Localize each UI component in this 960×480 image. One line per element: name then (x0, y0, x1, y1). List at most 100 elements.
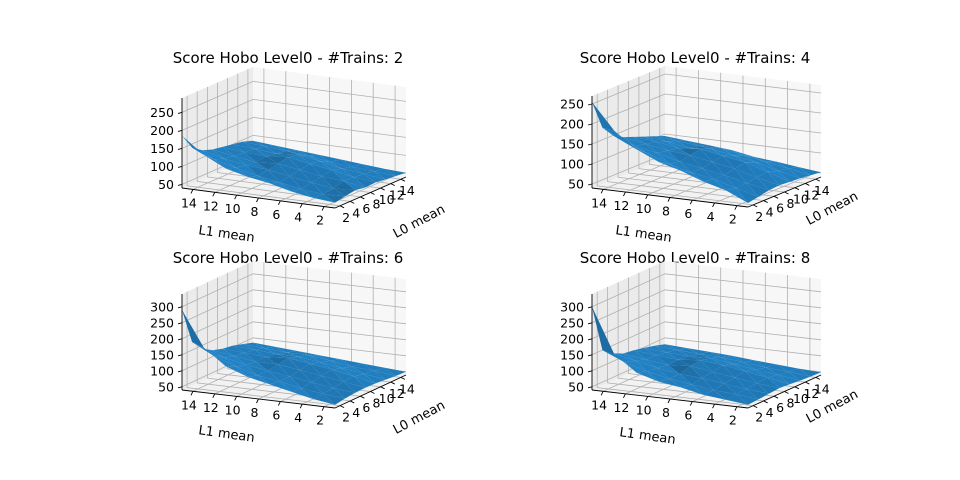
y-tick-mark (763, 400, 768, 404)
surface-facet (733, 362, 756, 370)
y-tick-mark (763, 200, 768, 203)
x-tick-mark (212, 393, 216, 399)
x-axis-label: L1 mean (197, 423, 255, 446)
x-tick-label: 12 (203, 198, 219, 213)
surface-facet (311, 176, 334, 189)
surface-facet (734, 162, 757, 178)
surface-facet (777, 374, 801, 385)
x-axis-label: L1 mean (614, 223, 672, 246)
surface-facet (666, 141, 689, 148)
surface-facet (731, 355, 755, 363)
surface-facet (352, 166, 374, 174)
surface-facet (678, 359, 701, 366)
surface-facet (798, 368, 821, 377)
surface-facet (320, 362, 342, 370)
surface-facet (746, 182, 769, 197)
surface-facet (311, 375, 334, 388)
surface-facet (736, 389, 759, 400)
y-tick-mark (753, 405, 758, 409)
surface-facet (203, 154, 226, 169)
surface-facet (330, 162, 353, 169)
x-tick-mark (234, 194, 238, 200)
surface-facet (669, 161, 692, 173)
surface-facet (656, 141, 679, 151)
surface-facet (623, 353, 646, 361)
surface-facet (353, 376, 376, 388)
x-tick-label: 2 (316, 213, 324, 228)
surface-facet (340, 359, 363, 367)
surface-facet (301, 182, 324, 195)
surface-facet (666, 141, 689, 149)
y-tick-mark (370, 192, 375, 195)
surface-facet (766, 161, 789, 171)
surface-facet (321, 170, 344, 182)
surface-facet (244, 352, 267, 362)
x-tick-mark (712, 202, 715, 208)
surface-facet (743, 155, 766, 163)
surface-facet (202, 348, 225, 358)
z-tick-label: 150 (560, 137, 584, 152)
surface-facet (766, 161, 789, 169)
grid-line-z (591, 273, 822, 308)
z-tick-label: 250 (560, 315, 584, 330)
surface-facet (633, 136, 656, 142)
surface-facet (267, 364, 290, 377)
surface-facet (254, 348, 277, 354)
surface-facet (644, 345, 667, 353)
surface-facet (746, 383, 769, 394)
x-tick-label: 10 (225, 402, 241, 417)
surface-facet (676, 140, 700, 146)
surface-facet (256, 162, 278, 170)
surface-facet (362, 363, 385, 371)
y-tick-mark (805, 183, 810, 186)
z-tick-mark (177, 338, 183, 341)
surface-facet (320, 161, 342, 169)
z-tick-label: 300 (560, 299, 584, 314)
surface-facet (331, 168, 354, 178)
y-tick-label: 4 (352, 405, 360, 420)
x-tick-mark (623, 191, 626, 197)
surface-facet (777, 168, 801, 179)
surface-facet (276, 150, 299, 155)
surface-facet (788, 368, 811, 377)
surface-facet (734, 371, 757, 384)
y-tick-mark (390, 183, 395, 187)
x-tick-label: 14 (181, 397, 197, 412)
z-tick-label: 250 (560, 97, 584, 112)
surface-facet (311, 382, 334, 394)
grid-line-z (181, 305, 407, 340)
surface-facet (192, 342, 214, 356)
surface-facet (278, 163, 300, 177)
y-tick-label: 2 (342, 210, 350, 225)
x-tick-mark (600, 391, 604, 396)
y-tick-mark (805, 381, 810, 385)
subplot-title: Score Hobo Level0 - #Trains: 6 (173, 249, 404, 267)
surface-facet (267, 370, 290, 382)
y-tick-label: 10 (793, 391, 809, 406)
y-tick-label: 4 (352, 205, 360, 220)
surface-facet (279, 376, 302, 389)
y-tick-label: 10 (379, 192, 395, 207)
surface-facet (712, 365, 735, 378)
surface-facet (743, 360, 766, 368)
surface-facet (343, 181, 366, 191)
surface-facet (235, 364, 258, 376)
y-tick-mark (350, 200, 355, 204)
surface-facet (687, 140, 710, 146)
surface-facet (592, 306, 615, 355)
surface-facet (353, 373, 376, 384)
surface-facet (636, 371, 659, 382)
surface-facet (635, 146, 658, 154)
surface-facet (362, 164, 385, 172)
surface-facet (647, 152, 670, 164)
x-tick-label: 6 (684, 408, 692, 423)
surface-facet (212, 149, 235, 159)
y-axis-label: L0 mean (391, 398, 448, 438)
surface-facet (703, 179, 726, 191)
surface-facet (234, 152, 257, 163)
grid-line-y (186, 95, 341, 207)
surface-facet (635, 143, 658, 153)
surface-facet (777, 170, 801, 182)
x-tick-label: 10 (636, 402, 652, 417)
surface-facet (667, 359, 691, 366)
